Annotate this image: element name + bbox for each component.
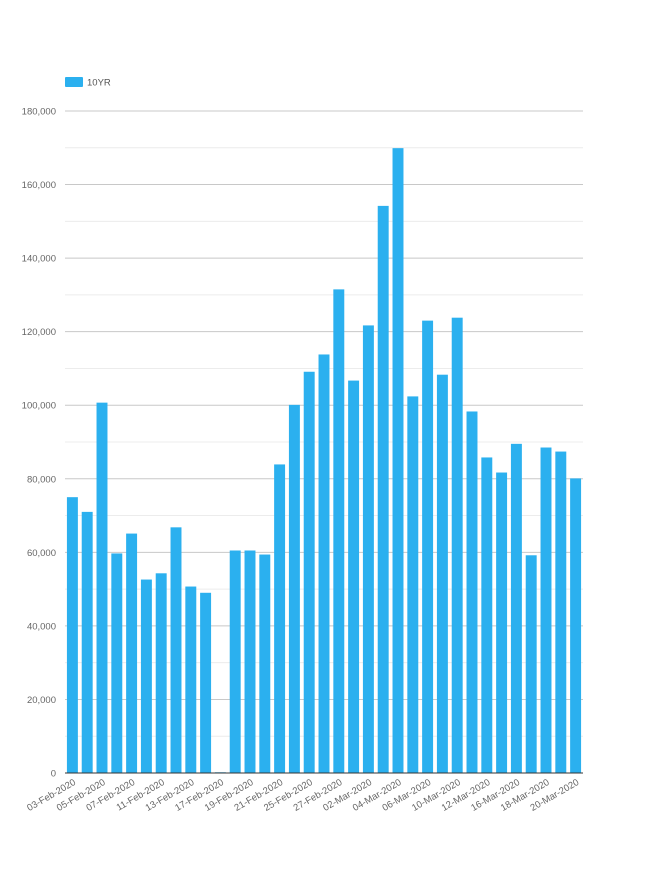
- y-tick-label: 140,000: [22, 254, 56, 265]
- bar[interactable]: [525, 555, 537, 773]
- bar[interactable]: [570, 478, 582, 773]
- bar[interactable]: [362, 325, 374, 773]
- bar[interactable]: [140, 579, 152, 773]
- y-tick-label: 120,000: [22, 327, 56, 338]
- bar[interactable]: [303, 371, 315, 773]
- legend-swatch[interactable]: [65, 77, 83, 87]
- y-tick-label: 40,000: [27, 621, 56, 632]
- bar[interactable]: [392, 148, 404, 773]
- bar[interactable]: [81, 511, 93, 773]
- bar[interactable]: [481, 457, 493, 773]
- bar[interactable]: [436, 374, 448, 773]
- y-tick-label: 80,000: [27, 474, 56, 485]
- bar[interactable]: [170, 527, 182, 773]
- bar[interactable]: [407, 396, 419, 773]
- y-tick-label: 20,000: [27, 695, 56, 706]
- bar[interactable]: [540, 447, 552, 773]
- bar[interactable]: [333, 289, 345, 773]
- y-tick-label: 100,000: [22, 401, 56, 412]
- bar[interactable]: [318, 354, 330, 773]
- bar[interactable]: [348, 380, 360, 773]
- bar[interactable]: [422, 320, 434, 773]
- bar[interactable]: [496, 472, 508, 773]
- bar[interactable]: [244, 550, 256, 773]
- bar[interactable]: [274, 464, 286, 773]
- bar[interactable]: [377, 205, 389, 774]
- bar[interactable]: [510, 443, 522, 773]
- bar[interactable]: [66, 497, 78, 773]
- bar[interactable]: [200, 592, 212, 773]
- y-tick-label: 0: [51, 769, 56, 780]
- bar[interactable]: [555, 451, 567, 773]
- y-tick-label: 60,000: [27, 548, 56, 559]
- bar[interactable]: [185, 586, 197, 773]
- bar[interactable]: [155, 573, 167, 773]
- bar[interactable]: [229, 550, 241, 773]
- bar[interactable]: [466, 411, 478, 773]
- bar[interactable]: [111, 553, 123, 773]
- y-tick-label: 160,000: [22, 180, 56, 191]
- bars: [66, 148, 582, 774]
- bar[interactable]: [96, 402, 108, 773]
- bar[interactable]: [126, 533, 138, 773]
- bar[interactable]: [288, 404, 300, 773]
- bar[interactable]: [451, 317, 463, 773]
- legend-label[interactable]: 10YR: [87, 78, 111, 89]
- legend[interactable]: 10YR: [65, 77, 111, 89]
- bar[interactable]: [259, 554, 271, 773]
- y-tick-label: 180,000: [22, 107, 56, 118]
